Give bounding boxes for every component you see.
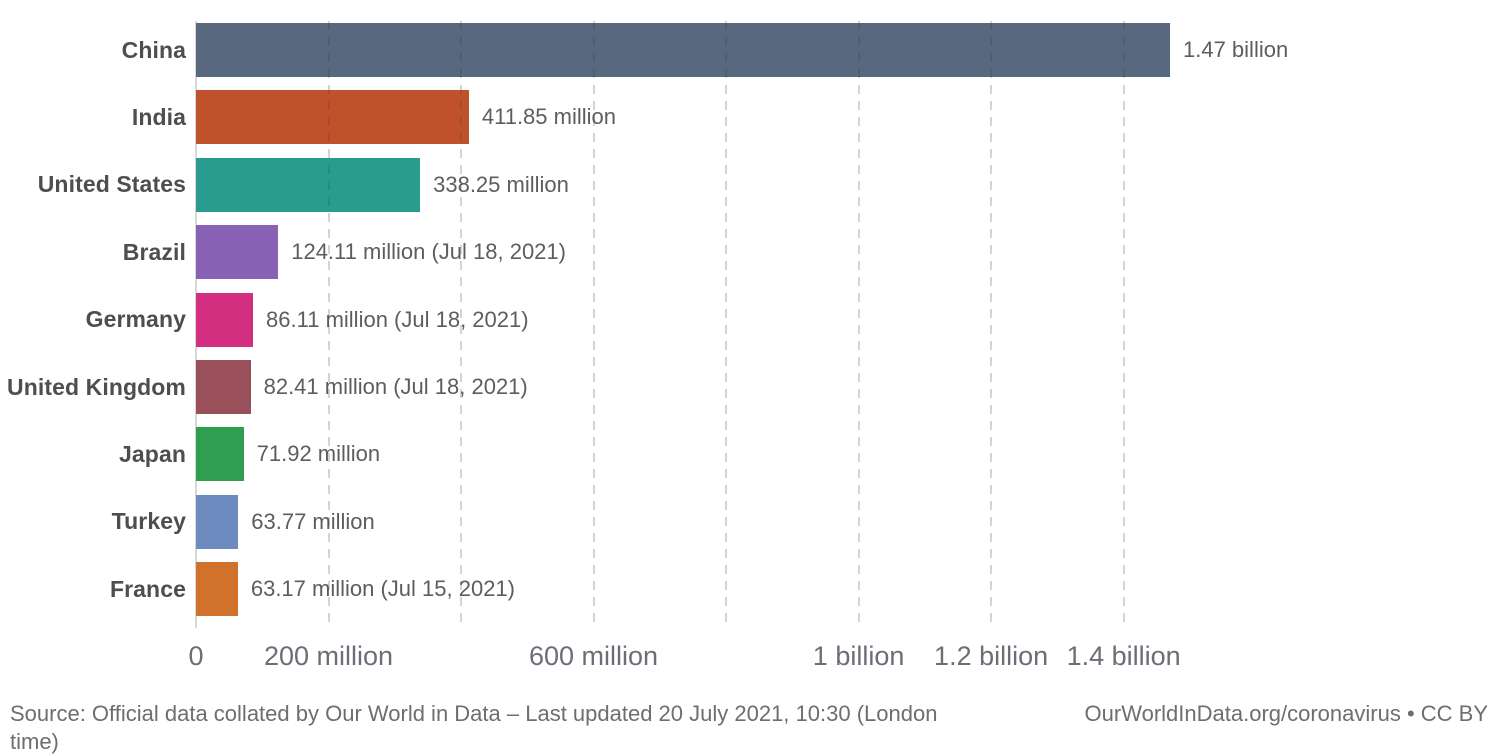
x-tick-label: 200 million <box>263 641 394 671</box>
bar-france[interactable] <box>196 562 238 617</box>
source-note: Source: Official data collated by Our Wo… <box>10 700 937 756</box>
x-gridline <box>857 21 860 628</box>
bar-row: Turkey 63.77 million <box>0 494 1503 549</box>
source-note-line2: time) <box>10 729 59 754</box>
bar-china[interactable] <box>196 23 1170 77</box>
x-tick-label: 0 <box>188 641 204 671</box>
watermark-link[interactable]: OurWorldInData.org/coronavirus • CC BY <box>1084 701 1488 726</box>
bar-united-states[interactable] <box>196 157 421 212</box>
bar-row: United Kingdom 82.41 million (Jul 18, 202… <box>0 360 1503 414</box>
bar-row: China 1.47 billion <box>0 23 1503 77</box>
country-label-france: France <box>109 575 186 602</box>
bar-brazil[interactable] <box>196 225 279 280</box>
country-label-india: India <box>131 103 186 130</box>
bar-row: Germany 86.11 million (Jul 18, 2021) <box>0 292 1503 347</box>
x-gridline <box>592 21 595 628</box>
x-tick-label: 1 billion <box>812 641 905 671</box>
source-note-line1: Source: Official data collated by Our Wo… <box>10 701 938 726</box>
x-gridline <box>460 21 463 628</box>
x-tick-label: 1.2 billion <box>934 641 1049 671</box>
bar-japan[interactable] <box>196 427 244 482</box>
bar-turkey[interactable] <box>196 494 239 549</box>
bar-row: Japan 71.92 million <box>0 427 1503 482</box>
country-label-brazil: Brazil <box>122 238 186 265</box>
bar-united-kingdom[interactable] <box>196 360 251 414</box>
value-label: 124.11 million (Jul 18, 2021) <box>291 239 566 265</box>
value-label: 411.85 million <box>481 104 616 130</box>
bar-row: United States 338.25 million <box>0 157 1503 212</box>
bar-germany[interactable] <box>196 292 254 347</box>
country-label-united-states: United States <box>37 171 186 198</box>
bar-chart-plot: China 1.47 billion India 411.85 million Unit… <box>0 21 1503 671</box>
bar-row: India 411.85 million <box>0 90 1503 145</box>
value-label: 63.77 million <box>251 508 375 534</box>
country-label-china: China <box>121 36 186 63</box>
x-gridline <box>725 21 728 628</box>
value-label: 86.11 million (Jul 18, 2021) <box>266 306 529 332</box>
country-label-germany: Germany <box>85 306 186 333</box>
value-label: 63.17 million (Jul 15, 2021) <box>250 576 515 602</box>
x-gridline <box>327 21 330 628</box>
country-label-turkey: Turkey <box>111 508 186 535</box>
country-label-united-kingdom: United Kingdom <box>7 373 186 400</box>
value-label: 338.25 million <box>433 171 569 197</box>
x-tick-label: 600 million <box>529 641 659 671</box>
bar-row: France 63.17 million (Jul 15, 2021) <box>0 562 1503 617</box>
value-label: 82.41 million (Jul 18, 2021) <box>263 374 528 399</box>
value-label: 1.47 billion <box>1183 37 1289 62</box>
country-label-japan: Japan <box>119 440 186 467</box>
x-gridline <box>1122 21 1125 628</box>
bar-india[interactable] <box>196 90 469 145</box>
x-tick-label: 1.4 billion <box>1066 641 1181 671</box>
x-gridline <box>990 21 993 628</box>
bar-row: Brazil 124.11 million (Jul 18, 2021) <box>0 225 1503 280</box>
value-label: 71.92 million <box>256 441 381 467</box>
